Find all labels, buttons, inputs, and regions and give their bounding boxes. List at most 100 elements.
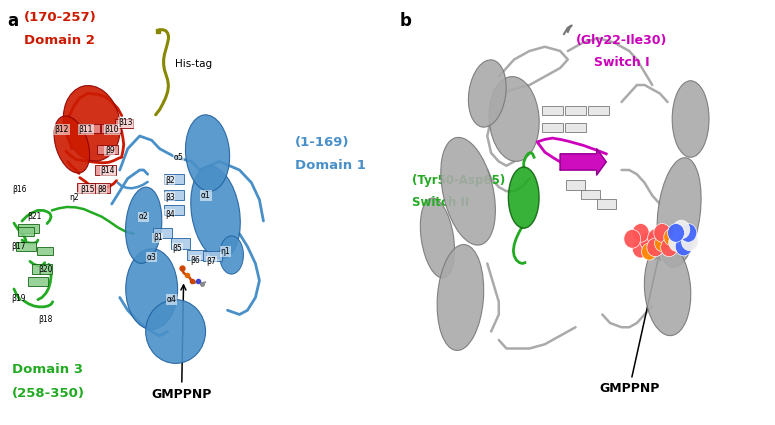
Text: β9: β9 <box>105 146 115 156</box>
FancyBboxPatch shape <box>153 228 172 238</box>
FancyBboxPatch shape <box>565 106 586 115</box>
Ellipse shape <box>126 249 177 329</box>
Text: β13: β13 <box>119 118 133 127</box>
FancyBboxPatch shape <box>170 238 190 249</box>
FancyBboxPatch shape <box>98 145 118 154</box>
Circle shape <box>632 239 649 258</box>
Text: β4: β4 <box>165 210 174 219</box>
Text: β20: β20 <box>38 265 53 275</box>
Text: β17: β17 <box>11 242 26 251</box>
Text: α5: α5 <box>174 153 184 162</box>
FancyBboxPatch shape <box>16 242 36 251</box>
FancyBboxPatch shape <box>588 106 609 115</box>
Circle shape <box>655 235 670 252</box>
FancyBboxPatch shape <box>36 246 53 255</box>
Text: a: a <box>7 12 19 30</box>
FancyBboxPatch shape <box>95 165 116 175</box>
FancyBboxPatch shape <box>164 174 184 184</box>
Text: β10: β10 <box>105 125 119 134</box>
Circle shape <box>667 224 684 242</box>
Text: Switch II: Switch II <box>412 196 470 210</box>
FancyBboxPatch shape <box>91 183 110 193</box>
FancyBboxPatch shape <box>164 205 184 215</box>
Circle shape <box>624 230 641 248</box>
FancyBboxPatch shape <box>78 124 99 133</box>
Text: β11: β11 <box>78 125 93 134</box>
FancyBboxPatch shape <box>28 277 48 286</box>
Ellipse shape <box>657 158 701 267</box>
Text: (170-257): (170-257) <box>24 11 97 24</box>
Text: η2: η2 <box>69 193 78 202</box>
FancyBboxPatch shape <box>542 106 563 115</box>
Ellipse shape <box>644 242 691 336</box>
Circle shape <box>675 237 692 256</box>
Ellipse shape <box>468 60 506 127</box>
Ellipse shape <box>441 137 495 245</box>
Ellipse shape <box>185 115 229 191</box>
Text: (258-350): (258-350) <box>12 387 85 400</box>
Text: β8: β8 <box>97 184 107 194</box>
Text: β12: β12 <box>55 125 69 134</box>
Circle shape <box>640 232 657 251</box>
Text: α3: α3 <box>146 252 157 262</box>
Text: α1: α1 <box>201 191 211 200</box>
Ellipse shape <box>672 81 709 157</box>
Text: GMPPNP: GMPPNP <box>599 255 660 396</box>
Circle shape <box>669 233 686 252</box>
Text: b: b <box>400 12 412 30</box>
Text: β18: β18 <box>38 315 52 324</box>
FancyBboxPatch shape <box>566 180 585 190</box>
Text: β6: β6 <box>191 255 201 265</box>
Circle shape <box>680 224 697 242</box>
Text: α2: α2 <box>139 212 149 221</box>
Text: β15: β15 <box>80 184 95 194</box>
Text: (Tyr50-Asp65): (Tyr50-Asp65) <box>412 174 506 187</box>
Ellipse shape <box>489 76 539 162</box>
FancyBboxPatch shape <box>187 250 206 260</box>
FancyBboxPatch shape <box>581 190 601 199</box>
FancyBboxPatch shape <box>164 190 184 200</box>
Polygon shape <box>560 149 606 175</box>
Circle shape <box>632 224 649 242</box>
FancyBboxPatch shape <box>19 224 39 233</box>
Ellipse shape <box>420 198 454 278</box>
Ellipse shape <box>219 236 243 274</box>
Text: α4: α4 <box>167 295 177 304</box>
Circle shape <box>663 229 679 246</box>
Circle shape <box>660 238 677 257</box>
Text: (1-169): (1-169) <box>295 136 350 149</box>
Text: η1: η1 <box>221 247 230 256</box>
Text: β19: β19 <box>11 294 26 303</box>
FancyBboxPatch shape <box>542 123 563 132</box>
Ellipse shape <box>146 300 205 363</box>
Text: (Gly22-Ile30): (Gly22-Ile30) <box>576 34 667 47</box>
Circle shape <box>648 229 664 247</box>
Text: GMPPNP: GMPPNP <box>151 285 212 401</box>
Text: β16: β16 <box>12 184 26 194</box>
Ellipse shape <box>191 166 240 259</box>
FancyBboxPatch shape <box>18 227 34 236</box>
FancyBboxPatch shape <box>32 264 52 274</box>
Circle shape <box>673 220 690 239</box>
Text: His-tag: His-tag <box>175 59 212 69</box>
Text: β7: β7 <box>207 257 216 266</box>
Circle shape <box>654 224 670 242</box>
Text: β21: β21 <box>27 212 42 221</box>
Ellipse shape <box>437 244 484 351</box>
Text: Domain 2: Domain 2 <box>24 34 95 47</box>
FancyBboxPatch shape <box>77 183 95 193</box>
Text: β3: β3 <box>165 193 174 202</box>
Text: β14: β14 <box>101 166 115 176</box>
Text: β5: β5 <box>173 244 182 253</box>
Ellipse shape <box>126 187 162 264</box>
Ellipse shape <box>508 167 539 228</box>
Circle shape <box>642 243 657 260</box>
Circle shape <box>681 232 698 251</box>
FancyBboxPatch shape <box>115 119 133 128</box>
FancyBboxPatch shape <box>565 123 586 132</box>
FancyBboxPatch shape <box>203 251 222 261</box>
Circle shape <box>647 238 663 257</box>
Ellipse shape <box>64 85 120 161</box>
FancyBboxPatch shape <box>101 124 121 133</box>
Text: β2: β2 <box>165 176 174 185</box>
